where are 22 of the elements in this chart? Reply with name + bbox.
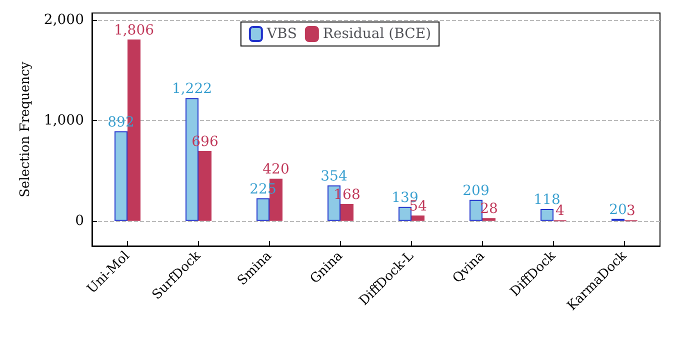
- legend-label: Residual (BCE): [322, 26, 432, 42]
- data-label: 209: [462, 182, 490, 199]
- data-label: 354: [320, 168, 348, 184]
- bar: [398, 206, 412, 221]
- y-axis-title: Selection Frequency: [18, 60, 33, 198]
- data-label: 420: [262, 162, 290, 178]
- legend-label: VBS: [266, 26, 297, 42]
- bar: [470, 200, 482, 221]
- bar: [198, 150, 212, 221]
- data-label: 4: [556, 203, 565, 220]
- bar: [412, 215, 424, 221]
- data-label: 20: [609, 202, 627, 218]
- data-label: 3: [626, 203, 636, 220]
- data-label: 1,806: [114, 22, 154, 39]
- y-tick-label: 2,000: [44, 12, 84, 28]
- bar: [256, 198, 270, 221]
- bar: [114, 131, 128, 221]
- y-tick-label: 0: [75, 212, 84, 229]
- bar: [540, 209, 554, 221]
- bar: [340, 204, 354, 221]
- data-label: 1,222: [172, 81, 212, 98]
- y-tick-label: 1,000: [44, 112, 84, 128]
